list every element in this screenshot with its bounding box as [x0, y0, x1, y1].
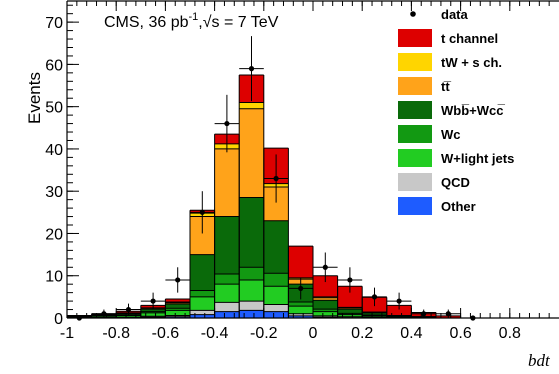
x-tick-label-7: 0.4 [400, 325, 422, 342]
bar-w-light-jets-bin-4 [165, 310, 190, 315]
bar-wbb-wcc-bin-5 [190, 255, 215, 291]
bar-t-channel-bin-9 [288, 246, 313, 278]
bar-other-bin-8 [264, 312, 289, 318]
bar-w-light-jets-bin-6 [215, 284, 240, 302]
bar-wbb-wcc-bin-11 [338, 309, 363, 313]
data-point-2 [126, 307, 131, 312]
bar-tt-bin-7 [239, 109, 264, 198]
bar-wc-bin-9 [288, 302, 313, 306]
legend-label-other: Other [441, 199, 476, 214]
legend-marker-data [410, 11, 416, 17]
x-tick-label-3: -0.4 [201, 325, 229, 342]
bar-wbb-wcc-bin-10 [313, 300, 338, 309]
legend-swatch-w-light-jets [398, 149, 432, 167]
cms-annotation-energy: √s = 7 TeV [203, 14, 279, 31]
legend-swatch-tt [398, 77, 432, 95]
bar-w-light-jets-bin-9 [288, 306, 313, 314]
x-tick-label-5: 0 [309, 325, 318, 342]
bar-qcd-bin-6 [215, 302, 240, 311]
bar-tw-s-ch-bin-7 [239, 102, 264, 108]
legend-swatch-t-channel [398, 29, 432, 47]
y-tick-label-2: 20 [45, 226, 63, 243]
legend-swatch-tw-s-ch [398, 53, 432, 71]
y-tick-label-1: 10 [45, 269, 63, 286]
x-tick-label-4: -0.2 [250, 325, 278, 342]
legend-label-tw-s-ch: tW + s ch. [441, 55, 502, 70]
bar-qcd-bin-8 [264, 304, 289, 311]
y-tick-label-6: 60 [45, 57, 63, 74]
cms-annotation: CMS, 36 pb-1,√s = 7 TeV [104, 11, 279, 31]
bar-qcd-bin-5 [190, 310, 215, 314]
y-tick-label-3: 30 [45, 184, 63, 201]
data-point-5 [200, 210, 205, 215]
data-point-9 [298, 286, 303, 291]
legend-swatch-qcd [398, 173, 432, 191]
bar-w-light-jets-bin-7 [239, 280, 264, 301]
legend-swatch-wc [398, 125, 432, 143]
legend: data t channel tW + s ch. tt̅ Wbb̅+Wcc̅ Wc W+l… [398, 7, 514, 215]
legend-label-w-light-jets: W+light jets [441, 151, 514, 166]
bar-wc-bin-6 [215, 274, 240, 284]
data-point-12 [372, 294, 377, 299]
bar-wbb-wcc-bin-6 [215, 217, 240, 274]
data-point-3 [151, 298, 156, 303]
x-tick-label-6: 0.2 [351, 325, 373, 342]
data-point-8 [274, 176, 279, 181]
data-point-1 [101, 311, 106, 316]
legend-label-wbb-wcc: Wbb̅+Wcc̅ [441, 103, 505, 118]
y-tick-label-5: 50 [45, 100, 63, 117]
cms-annotation-sup: -1 [188, 11, 198, 23]
legend-label-t-channel: t channel [441, 31, 498, 46]
bar-wc-bin-8 [264, 273, 289, 286]
legend-label-qcd: QCD [441, 175, 470, 190]
y-tick-label-7: 70 [45, 15, 63, 32]
x-tick-label-1: -0.8 [102, 325, 130, 342]
legend-label-wc: Wc [441, 127, 461, 142]
data-point-13 [397, 298, 402, 303]
bar-wc-bin-5 [190, 291, 215, 297]
data-point-15 [446, 311, 451, 316]
y-tick-label-4: 40 [45, 142, 63, 159]
legend-label-tt: tt̅ [441, 79, 451, 94]
bar-wbb-wcc-bin-4 [165, 304, 190, 308]
data-point-11 [347, 277, 352, 282]
bar-qcd-bin-7 [239, 301, 264, 310]
data-point-4 [175, 277, 180, 282]
bar-tt-bin-6 [215, 149, 240, 217]
bar-wbb-wcc-bin-8 [264, 221, 289, 273]
bar-other-bin-6 [215, 312, 240, 318]
legend-swatch-wbb-wcc [398, 101, 432, 119]
legend-label-data: data [441, 7, 469, 22]
bar-w-light-jets-bin-8 [264, 286, 289, 304]
legend-swatch-other [398, 197, 432, 215]
bar-wbb-wcc-bin-7 [239, 198, 264, 268]
x-tick-label-2: -0.6 [152, 325, 180, 342]
data-point-10 [323, 265, 328, 270]
bar-w-light-jets-bin-5 [190, 297, 215, 311]
x-tick-label-8: 0.6 [449, 325, 471, 342]
data-point-7 [249, 66, 254, 71]
bar-wc-bin-7 [239, 267, 264, 280]
y-axis-title: Events [25, 72, 44, 124]
data-point-6 [224, 121, 229, 126]
bar-other-bin-7 [239, 310, 264, 318]
bar-w-light-jets-bin-10 [313, 312, 338, 316]
y-tick-label-0: 0 [54, 311, 63, 328]
x-axis-title: bdt [528, 351, 551, 370]
bar-w-light-jets-bin-3 [141, 313, 166, 316]
data-point-14 [421, 311, 426, 316]
cms-annotation-main: CMS, 36 pb [104, 14, 189, 31]
x-tick-label-9: 0.8 [499, 325, 521, 342]
